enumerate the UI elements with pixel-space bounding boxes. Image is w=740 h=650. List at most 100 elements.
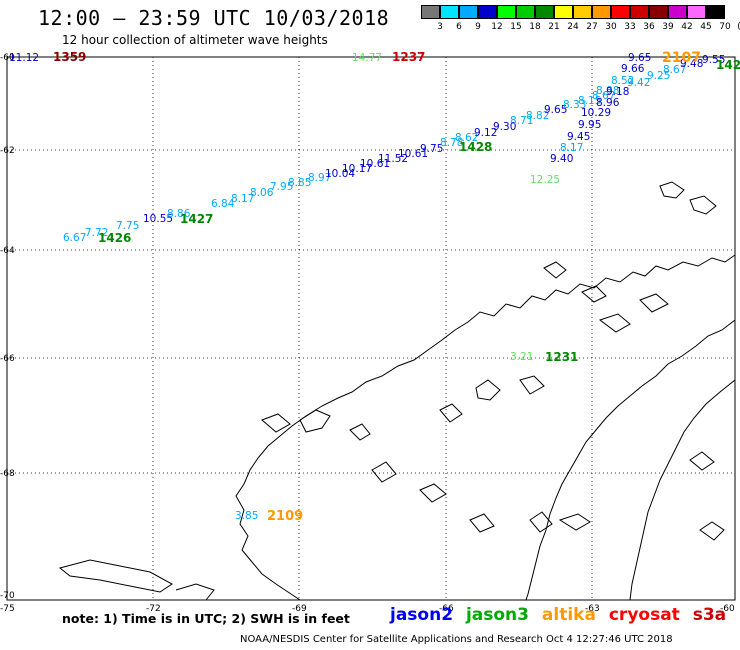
- swh-label: 8.17: [231, 193, 254, 205]
- swh-label: 8.85: [288, 177, 311, 189]
- pass-time-label: 1426: [98, 231, 131, 245]
- swh-label: 9.55: [702, 54, 725, 66]
- single-pass-labels: 11.12 1359 14.77 1237 2107 12.25 3.21 12…: [9, 50, 701, 524]
- swh-label: 3.85: [235, 510, 258, 522]
- map-subtitle: 12 hour collection of altimeter wave hei…: [62, 33, 328, 47]
- colorbar-label: 36: [643, 22, 655, 32]
- satellite-legend: jason2 jason3 altika cryosat s3a: [390, 605, 733, 625]
- swh-label: 8.96: [596, 97, 620, 109]
- colorbar-label: 12: [491, 22, 503, 32]
- swh-label: 9.30: [493, 121, 516, 133]
- swh-label: 9.95: [578, 119, 601, 131]
- swh-label: 11.52: [378, 153, 408, 165]
- swh-label: 8.97: [308, 172, 331, 184]
- lon-label-72: -72: [146, 604, 161, 614]
- coastline: [58, 181, 736, 601]
- graticule: [7, 57, 735, 600]
- swh-label: 9.12: [474, 127, 497, 139]
- swh-label: 8.33: [563, 99, 586, 111]
- swh-label: 9.40: [550, 153, 573, 165]
- track-b-labels: 9.65 9.66 9.18 8.96 10.29 9.95 9.45 8.17…: [550, 52, 651, 165]
- lon-label-63: -63: [585, 604, 600, 614]
- lon-label-60: -60: [720, 604, 735, 614]
- swh-label: 9.18: [606, 86, 629, 98]
- colorbar-label: 27: [586, 22, 598, 32]
- colorbar-cell: [516, 5, 535, 19]
- swh-label: 3.21: [510, 351, 533, 363]
- legend-altika: altika: [541, 605, 596, 625]
- colorbar-cell: [611, 5, 630, 19]
- colorbar-cell: [687, 5, 706, 19]
- colorbar-cell: [706, 5, 725, 19]
- lon-label-75: -75: [0, 604, 15, 614]
- colorbar-label: 6: [456, 22, 462, 32]
- swh-label: 9.42: [627, 77, 650, 89]
- lon-label-69: -69: [292, 604, 307, 614]
- swh-label: 8.15: [578, 95, 601, 107]
- colorbar-label: 18: [529, 22, 541, 32]
- swh-label: 9.75: [420, 143, 443, 155]
- swh-label: 9.48: [680, 58, 703, 70]
- colorbar-cell: [497, 5, 516, 19]
- map-title: 12:00 – 23:59 UTC 10/03/2018: [38, 6, 390, 30]
- legend-jason2: jason2: [390, 605, 454, 625]
- lat-label-66: -66: [0, 354, 15, 364]
- swh-label: 10.29: [581, 107, 611, 119]
- footer-credit: NOAA/NESDIS Center for Satellite Applica…: [240, 634, 673, 645]
- lon-label-66: -66: [439, 604, 454, 614]
- track-a-labels: 6.67 7.72 7.75 10.55 8.86 6.84 8.17 8.06…: [63, 54, 740, 245]
- swh-label: 8.62: [455, 132, 478, 144]
- swh-label: 7.75: [116, 220, 139, 232]
- axis-labels: -60 -62 -64 -66 -68 -70 -75 -72 -69 -66 …: [0, 53, 735, 614]
- colorbar-cell: [649, 5, 668, 19]
- colorbar-label: 30: [605, 22, 617, 32]
- map-frame: [6, 56, 736, 601]
- colorbar-label: 21: [548, 22, 560, 32]
- colorbar-label: 15: [510, 22, 522, 32]
- swh-label: 6.67: [63, 232, 86, 244]
- colorbar-label: 9: [475, 22, 481, 32]
- legend-cryosat: cryosat: [608, 605, 680, 625]
- swh-label: 8.86: [167, 208, 191, 220]
- pass-time-label: 1428: [459, 140, 492, 154]
- swh-label: 8.88: [596, 85, 619, 97]
- lat-label-60: -60: [0, 53, 15, 63]
- colorbar-cell: [535, 5, 554, 19]
- lat-label-62: -62: [0, 146, 15, 156]
- colorbar-cell: [592, 5, 611, 19]
- swh-label: 10.55: [143, 213, 173, 225]
- pass-time-label: 1427: [180, 212, 213, 226]
- pass-time-label: 2109: [267, 509, 303, 524]
- colorbar-cell: [573, 5, 592, 19]
- swh-label: 11.12: [9, 52, 39, 64]
- colorbar-label: 70: [719, 22, 731, 32]
- colorbar-cell: [440, 5, 459, 19]
- swh-label: 12.25: [530, 174, 560, 186]
- swh-label: 10.61: [398, 148, 428, 160]
- colorbar-cell: [630, 5, 649, 19]
- colorbar-cell: [421, 5, 440, 19]
- pass-time-label: 1231: [545, 350, 578, 364]
- footer-note: note: 1) Time is in UTC; 2) SWH is in fe…: [62, 611, 350, 626]
- colorbar-label: 45: [700, 22, 712, 32]
- swh-label: 8.78: [440, 137, 463, 149]
- colorbar-cell: [554, 5, 573, 19]
- colorbar-label: 42: [681, 22, 693, 32]
- swh-label: 8.52: [611, 75, 634, 87]
- pass-time-label: 1422: [716, 58, 740, 72]
- lat-label-68: -68: [0, 469, 15, 479]
- swh-label: 14.77: [352, 52, 382, 64]
- swh-label: 9.25: [647, 70, 670, 82]
- lat-label-64: -64: [0, 246, 15, 256]
- lat-label-70: -70: [0, 591, 15, 601]
- swh-label: 8.71: [510, 115, 533, 127]
- colorbar-cell: [459, 5, 478, 19]
- pass-time-label: 1359: [53, 50, 86, 64]
- legend-s3a: s3a: [692, 605, 727, 625]
- swh-label: 9.45: [567, 131, 590, 143]
- colorbar-label: 24: [567, 22, 579, 32]
- legend-jason3: jason3: [465, 605, 529, 625]
- colorbar-label: 3: [437, 22, 443, 32]
- swh-label: 10.17: [342, 163, 372, 175]
